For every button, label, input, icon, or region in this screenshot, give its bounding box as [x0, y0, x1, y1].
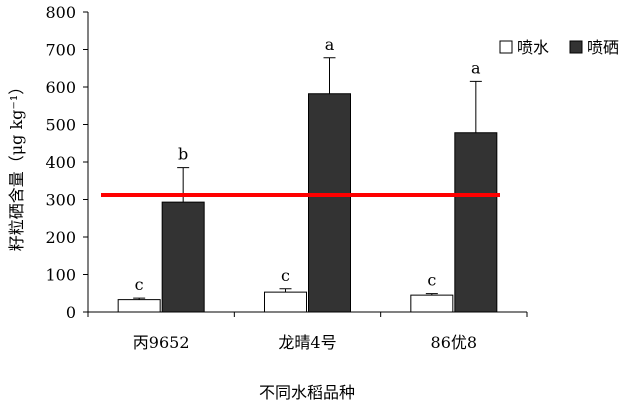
y-tick-label-1: 100 [45, 266, 76, 285]
legend-label-spray-selenium: 喷硒 [587, 38, 619, 57]
x-tick-label-2: 86优8 [431, 333, 478, 352]
x-tick-label-1: 龙晴4号 [278, 333, 336, 352]
x-tick-label-0: 丙9652 [133, 333, 190, 352]
significance-label-spray-selenium-2: a [471, 58, 481, 77]
legend: 喷水 喷硒 [499, 38, 619, 57]
plot-area: c b 丙9652 c a 龙晴4号 c a 86优8 0 100 200 300 400 500 600 70… [45, 3, 528, 352]
legend-swatch-spray-selenium [569, 40, 583, 54]
significance-label-spray-selenium-1: a [325, 35, 335, 54]
significance-label-spray-water-2: c [427, 271, 436, 290]
y-tick-label-2: 200 [45, 228, 76, 247]
y-tick-label-5: 500 [45, 116, 76, 135]
bar-spray-selenium-2 [454, 132, 498, 313]
y-tick-label-6: 600 [45, 78, 76, 97]
significance-label-spray-selenium-0: b [178, 145, 188, 164]
y-tick-label-4: 400 [45, 153, 76, 172]
y-tick-label-8: 800 [45, 3, 76, 22]
significance-label-spray-water-1: c [281, 266, 290, 285]
y-tick-label-7: 700 [45, 41, 76, 60]
y-tick-label-3: 300 [45, 191, 76, 210]
legend-swatch-spray-water [499, 40, 513, 54]
bar-spray-water-1 [264, 291, 307, 313]
bar-spray-selenium-1 [308, 93, 351, 313]
x-axis-title: 不同水稻品种 [259, 383, 355, 402]
bar-spray-water-2 [410, 294, 454, 313]
significance-label-spray-water-0: c [135, 275, 144, 294]
y-axis-title: 籽粒硒含量（μg kg⁻¹） [7, 79, 26, 252]
legend-label-spray-water: 喷水 [517, 38, 549, 57]
y-tick-label-0: 0 [66, 303, 76, 322]
bar-spray-water-0 [117, 299, 161, 313]
bar-spray-selenium-0 [161, 201, 205, 313]
